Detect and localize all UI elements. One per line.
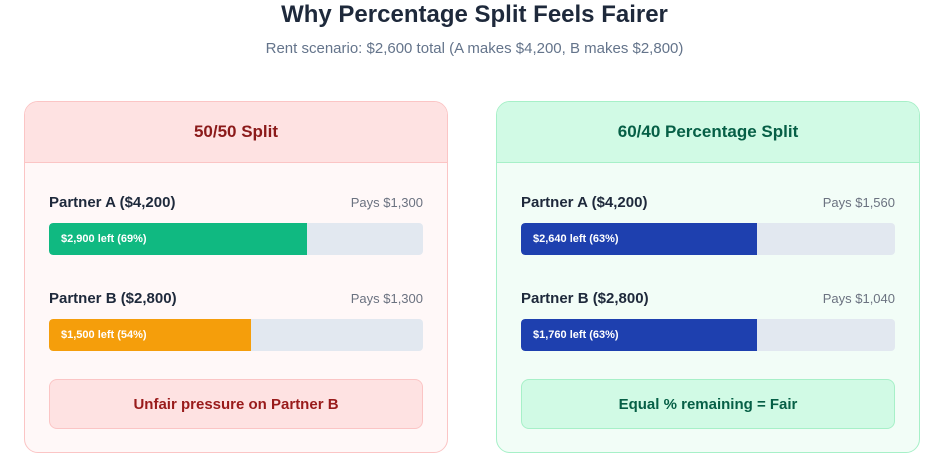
remaining-bar: $1,500 left (54%) [49, 319, 251, 351]
card-title: 50/50 Split [25, 102, 447, 163]
page-title: Why Percentage Split Feels Fairer [281, 1, 668, 28]
partner-name: Partner A ($4,200) [49, 193, 176, 211]
percentage-split-card: 60/40 Percentage Split Partner A ($4,200… [496, 101, 920, 453]
pays-amount: Pays $1,040 [822, 290, 895, 306]
partner-row: Partner B ($2,800) Pays $1,040 $1,760 le… [521, 288, 895, 351]
equal-split-card: 50/50 Split Partner A ($4,200) Pays $1,3… [24, 101, 448, 453]
bar-track: $1,500 left (54%) [49, 319, 423, 351]
bar-label: $1,760 left (63%) [533, 329, 619, 341]
bar-label: $1,500 left (54%) [61, 329, 147, 341]
partner-name: Partner B ($2,800) [49, 289, 177, 307]
bar-track: $2,900 left (69%) [49, 223, 423, 255]
verdict-box: Unfair pressure on Partner B [49, 379, 423, 429]
partner-row: Partner A ($4,200) Pays $1,300 $2,900 le… [49, 192, 423, 255]
partner-name: Partner A ($4,200) [521, 193, 648, 211]
card-title: 60/40 Percentage Split [497, 102, 919, 163]
bar-label: $2,900 left (69%) [61, 233, 147, 245]
remaining-bar: $1,760 left (63%) [521, 319, 757, 351]
pays-amount: Pays $1,300 [350, 194, 423, 210]
pays-amount: Pays $1,560 [822, 194, 895, 210]
partner-row: Partner A ($4,200) Pays $1,560 $2,640 le… [521, 192, 895, 255]
bar-track: $2,640 left (63%) [521, 223, 895, 255]
partner-row: Partner B ($2,800) Pays $1,300 $1,500 le… [49, 288, 423, 351]
remaining-bar: $2,640 left (63%) [521, 223, 757, 255]
remaining-bar: $2,900 left (69%) [49, 223, 308, 255]
partner-name: Partner B ($2,800) [521, 289, 649, 307]
page-subtitle: Rent scenario: $2,600 total (A makes $4,… [265, 40, 684, 57]
pays-amount: Pays $1,300 [350, 290, 423, 306]
bar-label: $2,640 left (63%) [533, 233, 619, 245]
verdict-box: Equal % remaining = Fair [521, 379, 895, 429]
bar-track: $1,760 left (63%) [521, 319, 895, 351]
